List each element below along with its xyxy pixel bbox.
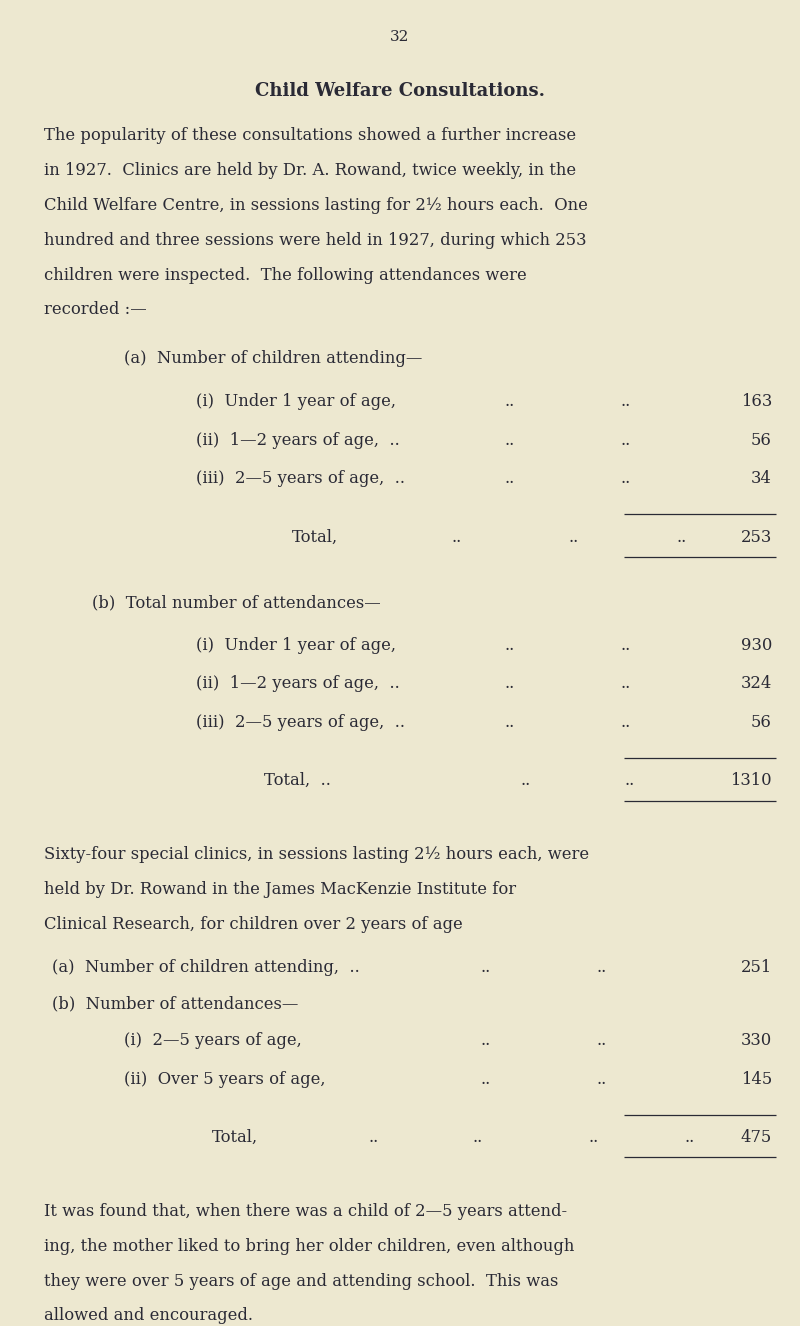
Text: (i)  Under 1 year of age,: (i) Under 1 year of age,	[196, 636, 396, 654]
Text: ..: ..	[504, 471, 514, 487]
Text: Child Welfare Centre, in sessions lasting for 2½ hours each.  One: Child Welfare Centre, in sessions lastin…	[44, 198, 588, 213]
Text: ..: ..	[452, 529, 462, 545]
Text: Total,: Total,	[212, 1128, 258, 1146]
Text: (ii)  1—2 years of age,  ..: (ii) 1—2 years of age, ..	[196, 675, 400, 692]
Text: 32: 32	[390, 30, 410, 45]
Text: (iii)  2—5 years of age,  ..: (iii) 2—5 years of age, ..	[196, 471, 405, 487]
Text: ..: ..	[620, 471, 630, 487]
Text: ..: ..	[368, 1128, 378, 1146]
Text: Total,  ..: Total, ..	[264, 772, 331, 789]
Text: (b)  Total number of attendances—: (b) Total number of attendances—	[92, 594, 381, 611]
Text: 163: 163	[741, 392, 772, 410]
Text: ..: ..	[620, 713, 630, 731]
Text: (b)  Number of attendances—: (b) Number of attendances—	[52, 994, 298, 1012]
Text: ..: ..	[588, 1128, 598, 1146]
Text: ..: ..	[480, 959, 490, 976]
Text: (ii)  1—2 years of age,  ..: (ii) 1—2 years of age, ..	[196, 432, 400, 448]
Text: ..: ..	[624, 772, 634, 789]
Text: (i)  2—5 years of age,: (i) 2—5 years of age,	[124, 1032, 302, 1049]
Text: ..: ..	[480, 1070, 490, 1087]
Text: The popularity of these consultations showed a further increase: The popularity of these consultations sh…	[44, 127, 576, 145]
Text: (a)  Number of children attending—: (a) Number of children attending—	[124, 350, 422, 367]
Text: ..: ..	[620, 432, 630, 448]
Text: recorded :—: recorded :—	[44, 301, 146, 318]
Text: Child Welfare Consultations.: Child Welfare Consultations.	[255, 82, 545, 99]
Text: ..: ..	[504, 636, 514, 654]
Text: 56: 56	[751, 713, 772, 731]
Text: (a)  Number of children attending,  ..: (a) Number of children attending, ..	[52, 959, 360, 976]
Text: 930: 930	[741, 636, 772, 654]
Text: 251: 251	[741, 959, 772, 976]
Text: ..: ..	[596, 1032, 606, 1049]
Text: ..: ..	[520, 772, 530, 789]
Text: Sixty-four special clinics, in sessions lasting 2½ hours each, were: Sixty-four special clinics, in sessions …	[44, 846, 589, 863]
Text: held by Dr. Rowand in the James MacKenzie Institute for: held by Dr. Rowand in the James MacKenzi…	[44, 882, 516, 898]
Text: ..: ..	[504, 713, 514, 731]
Text: 1310: 1310	[730, 772, 772, 789]
Text: ..: ..	[596, 1070, 606, 1087]
Text: Clinical Research, for children over 2 years of age: Clinical Research, for children over 2 y…	[44, 916, 462, 934]
Text: (ii)  Over 5 years of age,: (ii) Over 5 years of age,	[124, 1070, 326, 1087]
Text: 56: 56	[751, 432, 772, 448]
Text: children were inspected.  The following attendances were: children were inspected. The following a…	[44, 267, 526, 284]
Text: ..: ..	[620, 675, 630, 692]
Text: ..: ..	[596, 959, 606, 976]
Text: 330: 330	[741, 1032, 772, 1049]
Text: ..: ..	[472, 1128, 482, 1146]
Text: 34: 34	[751, 471, 772, 487]
Text: It was found that, when there was a child of 2—5 years attend-: It was found that, when there was a chil…	[44, 1203, 567, 1220]
Text: ..: ..	[620, 636, 630, 654]
Text: ing, the mother liked to bring her older children, even although: ing, the mother liked to bring her older…	[44, 1238, 574, 1254]
Text: hundred and three sessions were held in 1927, during which 253: hundred and three sessions were held in …	[44, 232, 586, 249]
Text: ..: ..	[620, 392, 630, 410]
Text: ..: ..	[676, 529, 686, 545]
Text: in 1927.  Clinics are held by Dr. A. Rowand, twice weekly, in the: in 1927. Clinics are held by Dr. A. Rowa…	[44, 162, 576, 179]
Text: (i)  Under 1 year of age,: (i) Under 1 year of age,	[196, 392, 396, 410]
Text: 253: 253	[741, 529, 772, 545]
Text: Total,: Total,	[292, 529, 338, 545]
Text: ..: ..	[504, 432, 514, 448]
Text: they were over 5 years of age and attending school.  This was: they were over 5 years of age and attend…	[44, 1273, 558, 1290]
Text: ..: ..	[504, 675, 514, 692]
Text: (iii)  2—5 years of age,  ..: (iii) 2—5 years of age, ..	[196, 713, 405, 731]
Text: ..: ..	[504, 392, 514, 410]
Text: 145: 145	[741, 1070, 772, 1087]
Text: 475: 475	[741, 1128, 772, 1146]
Text: 324: 324	[741, 675, 772, 692]
Text: ..: ..	[684, 1128, 694, 1146]
Text: ..: ..	[568, 529, 578, 545]
Text: ..: ..	[480, 1032, 490, 1049]
Text: allowed and encouraged.: allowed and encouraged.	[44, 1307, 253, 1325]
